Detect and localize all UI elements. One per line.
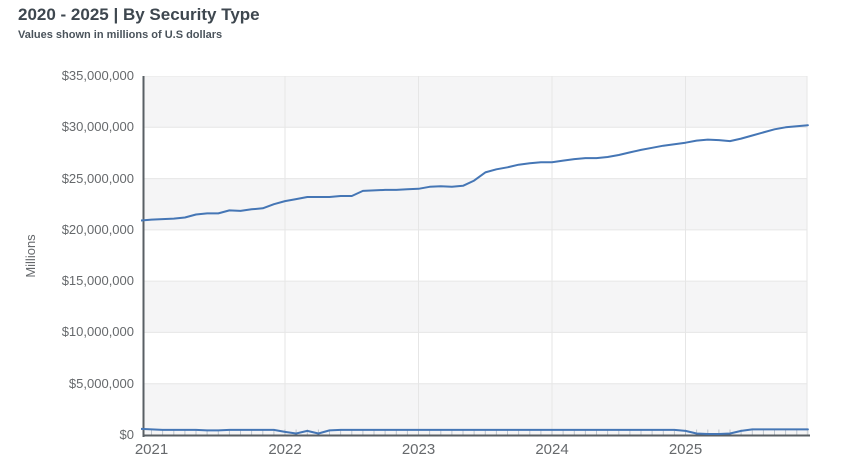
- shaded-band: [143, 76, 808, 128]
- shaded-band: [143, 281, 808, 333]
- y-axis-title: Millions: [23, 234, 38, 278]
- y-tick-label: $15,000,000: [61, 273, 134, 289]
- x-tick-label: 2021: [134, 441, 169, 458]
- y-tick-label: $35,000,000: [61, 68, 134, 83]
- chart-title: 2020 - 2025 | By Security Type: [18, 5, 260, 24]
- chart-svg: [139, 75, 810, 437]
- shaded-band: [143, 178, 808, 230]
- line-lower: [139, 427, 809, 435]
- y-tick-label: $30,000,000: [61, 119, 134, 135]
- x-tick-label: 2024: [535, 441, 569, 458]
- x-tick-label: 2025: [668, 441, 703, 458]
- chart-subtitle: Values shown in millions of U.S dollars: [18, 29, 223, 41]
- shaded-band: [143, 383, 808, 435]
- line-upper: [139, 124, 809, 222]
- y-tick-label: $25,000,000: [61, 170, 134, 186]
- y-tick-label: $5,000,000: [68, 375, 134, 391]
- y-tick-label: $20,000,000: [61, 221, 134, 237]
- x-tick-label: 2022: [268, 441, 302, 458]
- line-chart-plot-area: [139, 75, 811, 444]
- y-tick-label: $0: [119, 427, 134, 442]
- y-tick-label: $10,000,000: [61, 324, 134, 340]
- x-tick-label: 2023: [401, 441, 436, 458]
